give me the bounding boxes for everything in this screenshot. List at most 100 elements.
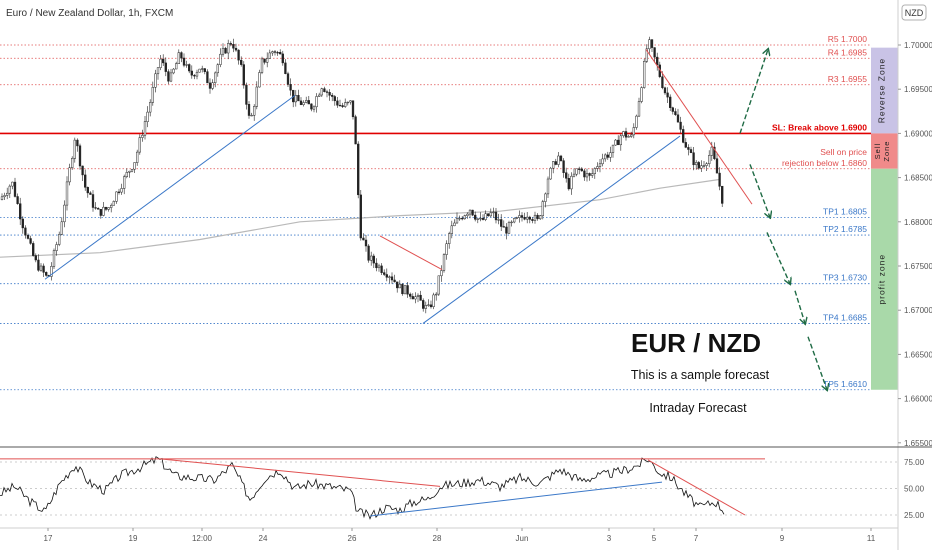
candle-body [684, 142, 687, 148]
trendline [44, 94, 296, 280]
candle-body [570, 175, 573, 190]
candle-body [211, 82, 214, 89]
candle-body [255, 86, 258, 107]
candle-body [237, 49, 240, 61]
candle-body [143, 121, 147, 136]
forecast-arrow [807, 336, 827, 390]
candle-body [554, 161, 557, 165]
candle-body [263, 58, 266, 63]
candle-body [559, 155, 563, 161]
currency-badge[interactable] [901, 4, 927, 21]
candle-body [107, 207, 110, 210]
candle-body [34, 255, 37, 261]
level-label: R4 1.6985 [828, 47, 867, 57]
candle-body [611, 144, 615, 153]
candle-body [123, 176, 126, 189]
candle-body [448, 233, 451, 244]
candle-body [175, 63, 178, 70]
x-tick-label: 17 [44, 534, 53, 543]
candle-body [518, 215, 521, 218]
candle-body [507, 222, 511, 234]
candle-body [325, 91, 329, 93]
candle-body [492, 211, 495, 214]
level-label: R3 1.6955 [828, 74, 867, 84]
y-tick-label: 1.67500 [904, 262, 932, 271]
candle-body [372, 255, 375, 264]
y-tick-label: 1.68500 [904, 174, 932, 183]
candle-body [84, 174, 87, 188]
candle-body [682, 129, 685, 143]
candle-body [398, 283, 401, 289]
candle-body [294, 95, 297, 103]
candle-body [367, 245, 370, 261]
candle-body [565, 172, 568, 179]
candle-body [416, 294, 420, 297]
level-label: TP5 1.6610 [823, 379, 867, 389]
candle-body [55, 244, 58, 251]
candle-body [539, 215, 542, 220]
candle-body [500, 219, 503, 227]
candle-body [182, 57, 186, 66]
candle-body [271, 51, 274, 54]
candle-body [318, 94, 321, 97]
candle-body [276, 52, 279, 54]
candle-body [73, 139, 76, 159]
candle-body [637, 101, 641, 117]
candle-body [440, 270, 443, 277]
ma-line [0, 178, 721, 258]
candle-body [141, 135, 144, 138]
candle-body [110, 205, 113, 208]
candle-body [167, 71, 170, 82]
zone-label: Sell [873, 143, 882, 160]
candle-body [128, 170, 131, 173]
candle-body [609, 152, 612, 158]
candle-body [172, 68, 175, 74]
candle-body [531, 219, 534, 221]
candle-body [312, 106, 316, 110]
candle-body [302, 102, 305, 105]
candle-body [159, 58, 162, 68]
candle-body [136, 151, 139, 163]
candle-body [401, 283, 404, 295]
candle-body [117, 191, 121, 193]
candle-body [286, 73, 290, 85]
candle-body [58, 234, 61, 245]
rsi-tick-label: 50.00 [904, 485, 925, 494]
candle-body [463, 215, 466, 220]
candle-body [643, 61, 646, 88]
candle-body [669, 96, 672, 108]
candle-body [414, 296, 417, 300]
x-tick-label: 28 [433, 534, 442, 543]
candle-body [78, 145, 82, 167]
candles [0, 36, 724, 314]
candle-body [130, 169, 134, 172]
candle-body [523, 217, 526, 220]
candle-body [697, 162, 700, 169]
candle-body [476, 218, 479, 220]
candle-body [29, 238, 32, 244]
candle-body [606, 154, 609, 158]
zone-label: Zone [882, 141, 891, 162]
candle-body [528, 216, 531, 220]
candle-body [364, 239, 368, 247]
trendline [379, 235, 443, 270]
candle-body [466, 213, 469, 216]
trendline [645, 49, 753, 205]
rsi-trendline [647, 459, 746, 516]
candle-body [315, 96, 318, 108]
candle-body [97, 208, 100, 210]
rsi-trendline [159, 458, 441, 487]
candle-body [429, 304, 433, 308]
candle-body [6, 192, 9, 196]
candle-body [388, 276, 391, 278]
candle-body [162, 58, 165, 64]
x-tick-label: 5 [652, 534, 657, 543]
candle-body [232, 44, 235, 49]
forecast-arrows [739, 49, 827, 390]
candle-body [42, 265, 45, 273]
candle-body [273, 51, 277, 53]
candle-body [604, 154, 607, 160]
candle-body [640, 87, 643, 102]
candle-body [406, 285, 409, 295]
